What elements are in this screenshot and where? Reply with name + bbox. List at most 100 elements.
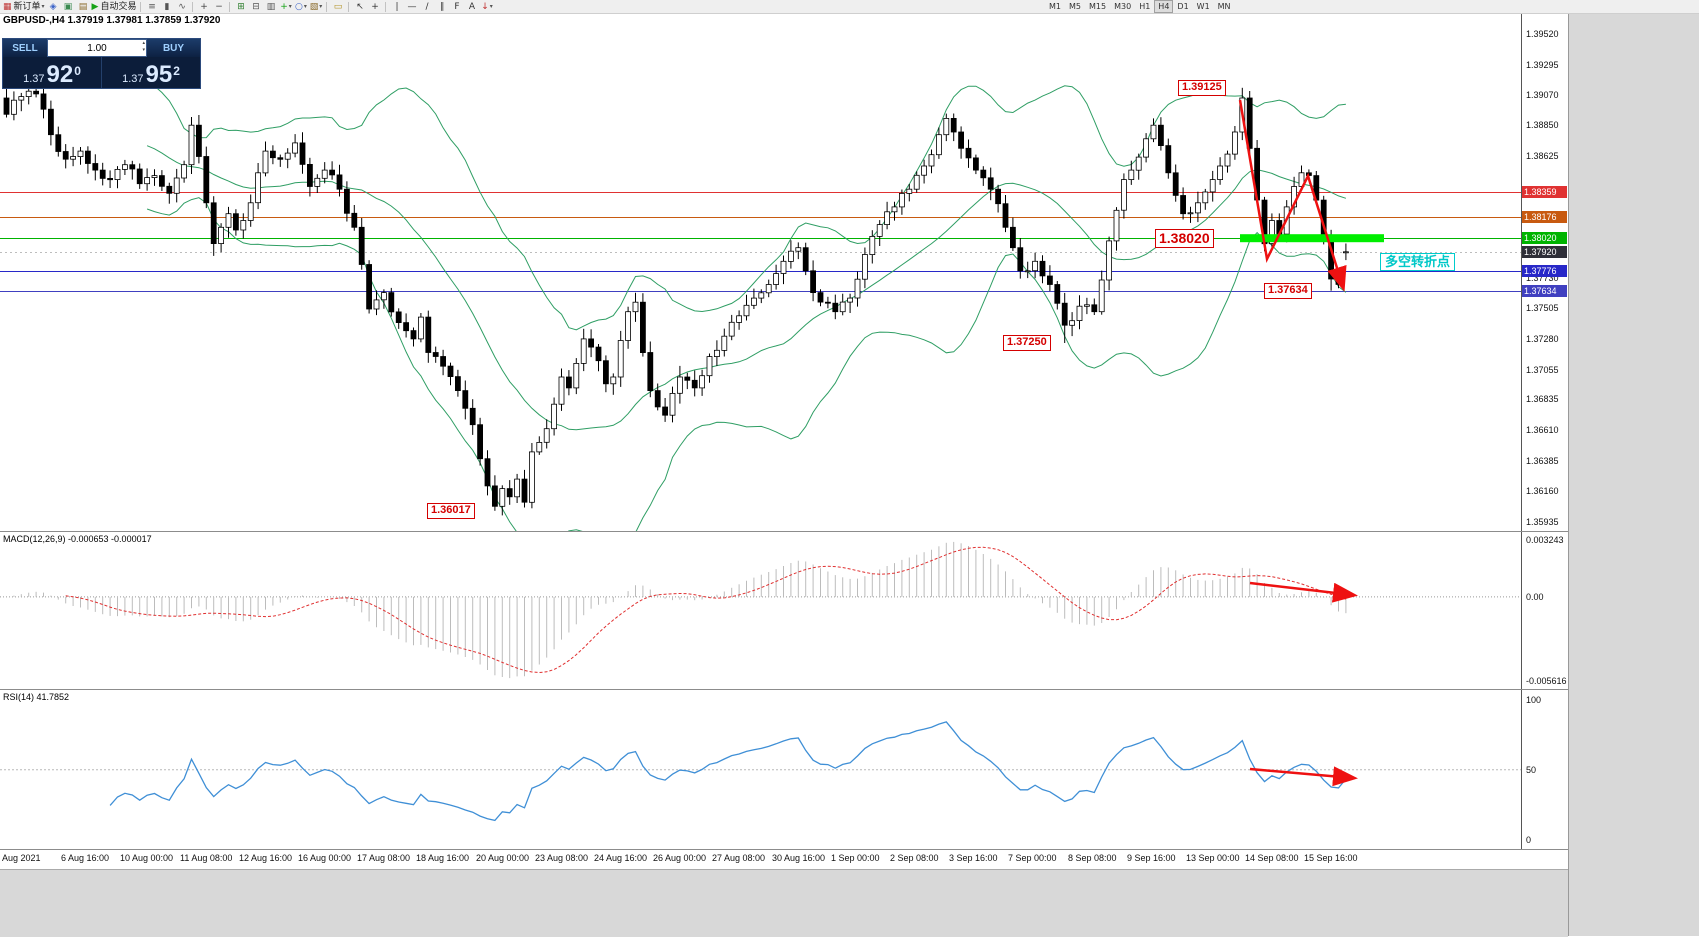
time-tick: 30 Aug 16:00 [772,853,826,863]
cursor-icon[interactable]: ↖ [356,1,364,12]
price-annotation[interactable]: 1.37250 [1003,335,1051,351]
lot-step-up-icon[interactable]: ▴ [142,40,145,46]
price-badge: 1.38359 [1522,186,1567,198]
price-badge: 1.38020 [1522,232,1567,244]
sell-button[interactable]: SELL [3,39,47,57]
templates-icon[interactable]: ▧ ▾ [309,1,323,12]
time-axis[interactable]: Aug 2021 6 Aug 16:00 10 Aug 00:00 11 Aug 08… [0,849,1568,869]
sell-price-pip: 0 [74,64,81,78]
rsi-label: RSI(14) 41.7852 [3,692,70,702]
new-order-icon[interactable]: ▦ 新订单 ▾ [3,1,45,12]
zoom-in-icon[interactable]: + [200,1,208,12]
autotrading-icon[interactable]: ▶ 自动交易 [91,1,137,12]
price-tick: 1.37280 [1526,334,1559,344]
vline-icon[interactable]: | [395,1,399,12]
timeframe-toolbar: M1 M5 M15 M30 H1 H4 D1 W1 MN [1045,0,1235,13]
time-tick: 6 Aug 16:00 [61,853,110,863]
lot-step-down-icon[interactable]: ▾ [142,47,145,53]
time-tick: 11 Aug 08:00 [180,853,233,863]
timeframe-h4[interactable]: H4 [1154,0,1174,13]
cascade-windows-icon[interactable]: ⊟ [252,1,260,12]
buy-price-prefix: 1.37 [122,73,144,85]
time-tick: 8 Sep 08:00 [1068,853,1117,863]
compass-icon[interactable]: ◈ [49,1,57,12]
price-tick: 1.36385 [1526,456,1559,466]
candles-chart-icon[interactable]: ▮ [164,1,170,12]
tile-windows-icon[interactable]: ⊞ [237,1,245,12]
time-tick: 3 Sep 16:00 [949,853,998,863]
arrange-windows-icon[interactable]: ▥ [266,1,276,12]
sell-price-prefix: 1.37 [23,73,45,85]
price-badge: 1.37920 [1522,246,1567,258]
lot-size-input[interactable]: 1.00 ▴ ▾ [47,39,147,57]
panel-splitter[interactable] [0,689,1568,690]
macd-chart[interactable] [0,531,1521,689]
hline-icon[interactable]: — [407,1,417,12]
price-badge: 1.38176 [1522,211,1567,223]
toolbar: ▦ 新订单 ▾ ◈ ▣ ▤ ▶ 自动交易 ≡ ▮ ∿ + − ⊞ ⊟ ▥ + ▾ ○ ▾ ▧ ▾ ▭ ↖ + | — / ∥ F A ↓ ▾ M1… [0,0,1699,14]
time-tick: 20 Aug 00:00 [476,853,530,863]
timeframe-m5[interactable]: M5 [1069,2,1081,11]
price-annotation[interactable]: 1.38020 [1155,229,1214,248]
price-tick: 1.39295 [1526,60,1559,70]
rsi-chart[interactable] [0,689,1521,849]
line-chart-icon[interactable]: ∿ [178,1,186,12]
time-tick: 9 Sep 16:00 [1127,853,1176,863]
turning-point-note[interactable]: 多空转折点 [1380,253,1456,271]
timeframe-h1[interactable]: H1 [1139,2,1151,11]
timeframe-mn[interactable]: MN [1217,2,1231,11]
zoom-out-icon[interactable]: − [215,1,223,12]
bars-chart-icon[interactable]: ≡ [148,1,156,12]
timeframe-m1[interactable]: M1 [1049,2,1061,11]
sell-price-main: 92 [46,61,74,88]
price-annotation[interactable]: 1.36017 [427,503,475,519]
timeframe-w1[interactable]: W1 [1196,2,1210,11]
trendline-icon[interactable]: / [425,1,429,12]
timeframe-m30[interactable]: M30 [1114,2,1132,11]
price-tick: 1.36835 [1526,394,1559,404]
lot-stepper[interactable]: ▴ ▾ [142,40,145,54]
main-chart-panel[interactable]: GBPUSD-,H4 1.37919 1.37981 1.37859 1.379… [0,13,1521,531]
price-tick: 1.35935 [1526,517,1559,527]
macd-scale-tick: 0.00 [1526,592,1544,602]
price-scale[interactable]: 1.39520 1.39295 1.39070 1.38850 1.38625 1.377… [1521,13,1569,849]
price-badge: 1.37634 [1522,285,1567,297]
price-annotation[interactable]: 1.39125 [1178,80,1226,96]
rsi-scale-tick: 0 [1526,835,1532,845]
arrows-tool-icon[interactable]: ↓ ▾ [481,1,493,12]
profiles-icon[interactable]: ▤ [78,1,88,12]
one-click-trading-panel: SELL 1.00 ▴ ▾ BUY 1.37 92 0 1.37 95 2 [2,38,201,89]
mail-icon[interactable]: ▭ [333,1,343,12]
price-annotation[interactable]: 1.37634 [1264,283,1312,299]
time-tick: 24 Aug 16:00 [594,853,648,863]
time-tick: 16 Aug 00:00 [298,853,352,863]
periods-icon[interactable]: ○ ▾ [295,1,307,12]
time-tick: 7 Sep 00:00 [1008,853,1057,863]
time-tick: 13 Sep 00:00 [1186,853,1240,863]
macd-label: MACD(12,26,9) -0.000653 -0.000017 [3,534,152,544]
chart-window-icon[interactable]: ▣ [63,1,73,12]
price-tick: 1.39070 [1526,90,1559,100]
time-tick: 27 Aug 08:00 [712,853,766,863]
price-tick: 1.37505 [1526,303,1559,313]
timeframe-d1[interactable]: D1 [1177,2,1189,11]
fibonacci-icon[interactable]: F [454,1,460,12]
panel-splitter[interactable] [0,531,1568,532]
price-tick: 1.37730 [1526,273,1559,283]
price-tick: 1.39520 [1526,29,1559,39]
time-tick: 17 Aug 08:00 [357,853,411,863]
time-tick: 26 Aug 00:00 [653,853,707,863]
toolbar-separator [385,1,387,12]
buy-button[interactable]: BUY [147,39,200,57]
crosshair-icon[interactable]: + [371,1,379,12]
time-tick: 23 Aug 08:00 [535,853,589,863]
macd-panel[interactable]: MACD(12,26,9) -0.000653 -0.000017 [0,531,1521,689]
time-tick: 12 Aug 16:00 [239,853,293,863]
channel-icon[interactable]: ∥ [439,1,445,12]
indicators-icon[interactable]: + ▾ [280,1,292,12]
timeframe-m15[interactable]: M15 [1089,2,1107,11]
text-icon[interactable]: A [468,1,476,12]
candlestick-chart[interactable] [0,13,1521,531]
panel-splitter[interactable] [0,849,1568,850]
rsi-panel[interactable]: RSI(14) 41.7852 [0,689,1521,849]
